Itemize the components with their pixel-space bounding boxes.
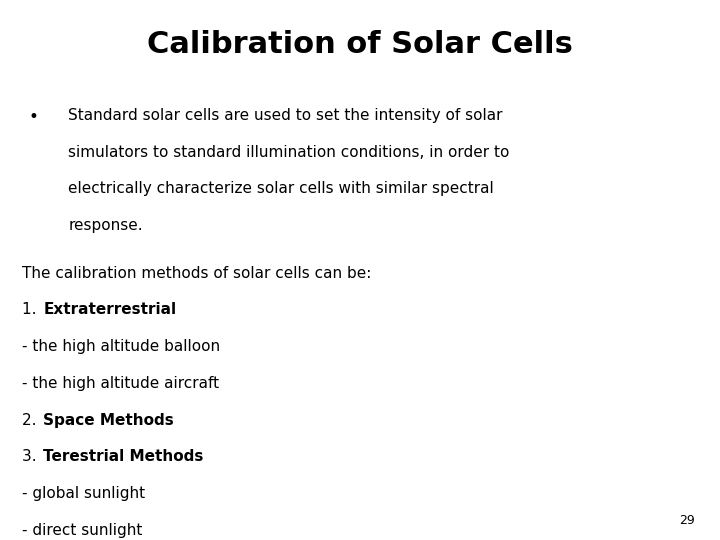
Text: - direct sunlight: - direct sunlight [22, 523, 142, 538]
Text: Calibration of Solar Cells: Calibration of Solar Cells [147, 30, 573, 59]
Text: 29: 29 [679, 514, 695, 526]
Text: Standard solar cells are used to set the intensity of solar: Standard solar cells are used to set the… [68, 108, 503, 123]
Text: electrically characterize solar cells with similar spectral: electrically characterize solar cells wi… [68, 181, 494, 197]
Text: •: • [29, 108, 39, 126]
Text: 1.: 1. [22, 302, 41, 318]
Text: - global sunlight: - global sunlight [22, 486, 145, 501]
Text: Space Methods: Space Methods [43, 413, 174, 428]
Text: 3.: 3. [22, 449, 41, 464]
Text: - the high altitude aircraft: - the high altitude aircraft [22, 376, 219, 391]
Text: simulators to standard illumination conditions, in order to: simulators to standard illumination cond… [68, 145, 510, 160]
Text: response.: response. [68, 218, 143, 233]
Text: Terestrial Methods: Terestrial Methods [43, 449, 204, 464]
Text: 2.: 2. [22, 413, 41, 428]
Text: - the high altitude balloon: - the high altitude balloon [22, 339, 220, 354]
Text: The calibration methods of solar cells can be:: The calibration methods of solar cells c… [22, 266, 371, 281]
Text: Extraterrestrial: Extraterrestrial [43, 302, 176, 318]
